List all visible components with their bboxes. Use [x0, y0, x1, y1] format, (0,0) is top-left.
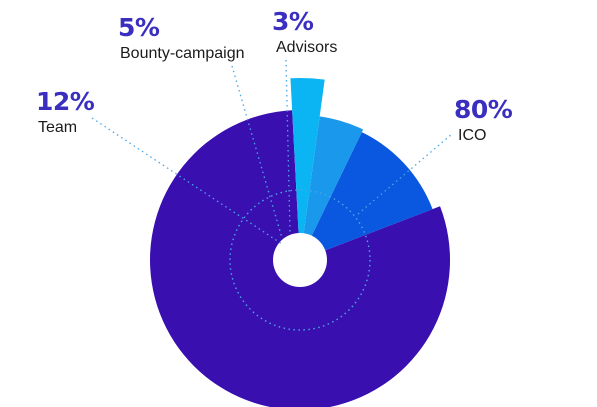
- category-label-team: Team: [38, 119, 77, 136]
- leader-line-ico: [357, 133, 453, 215]
- leader-line-advisors: [285, 59, 291, 233]
- donut-hole: [273, 233, 327, 287]
- percent-label-ico: 80%: [454, 95, 513, 124]
- percent-label-advisors: 3%: [272, 7, 314, 36]
- labels-group: 80% ICO 12% Team 5% Bounty-campaign 3% Advisors: [36, 7, 513, 144]
- category-label-advisors: Advisors: [276, 39, 337, 56]
- percent-label-team: 12%: [36, 87, 95, 116]
- category-label-ico: ICO: [458, 127, 486, 144]
- slice-team: [300, 132, 433, 260]
- inner-dotted-ring: [229, 189, 371, 331]
- leader-lines-group: [91, 59, 453, 245]
- percent-label-bounty-campaign: 5%: [118, 13, 160, 42]
- category-label-bounty-campaign: Bounty-campaign: [120, 45, 245, 62]
- slice-advisors: [290, 77, 325, 260]
- slices-group: [150, 77, 450, 407]
- slice-bounty-campaign: [300, 116, 364, 260]
- slice-ico: [150, 110, 450, 407]
